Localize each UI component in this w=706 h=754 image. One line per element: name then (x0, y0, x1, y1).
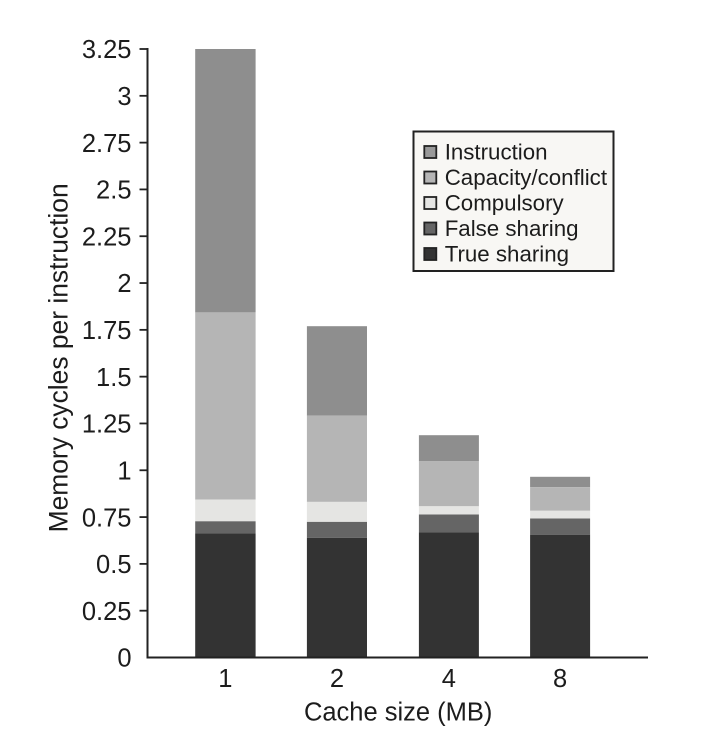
svg-text:Memory cycles per instruction: Memory cycles per instruction (44, 183, 74, 532)
svg-text:8: 8 (553, 665, 567, 693)
svg-text:4: 4 (442, 665, 456, 693)
svg-text:1.5: 1.5 (96, 364, 131, 392)
svg-text:1: 1 (218, 665, 232, 693)
svg-text:0: 0 (117, 645, 131, 673)
svg-text:0.25: 0.25 (82, 598, 132, 626)
svg-text:2: 2 (330, 665, 344, 693)
svg-text:2.5: 2.5 (96, 177, 131, 205)
svg-text:1.25: 1.25 (82, 411, 132, 439)
svg-text:Instruction: Instruction (445, 140, 548, 165)
svg-text:3: 3 (117, 83, 131, 111)
svg-text:2: 2 (117, 270, 131, 298)
svg-text:2.25: 2.25 (82, 223, 132, 251)
svg-text:True sharing: True sharing (445, 242, 569, 267)
svg-text:3.25: 3.25 (82, 36, 132, 64)
svg-text:False sharing: False sharing (445, 216, 579, 241)
svg-text:2.75: 2.75 (82, 130, 132, 158)
svg-text:Capacity/conflict: Capacity/conflict (445, 165, 608, 190)
svg-text:1.75: 1.75 (82, 317, 132, 345)
svg-text:Cache size (MB): Cache size (MB) (304, 698, 492, 726)
svg-text:Compulsory: Compulsory (445, 191, 565, 216)
svg-text:0.75: 0.75 (82, 504, 132, 532)
svg-text:1: 1 (117, 458, 131, 486)
svg-text:0.5: 0.5 (96, 551, 131, 579)
